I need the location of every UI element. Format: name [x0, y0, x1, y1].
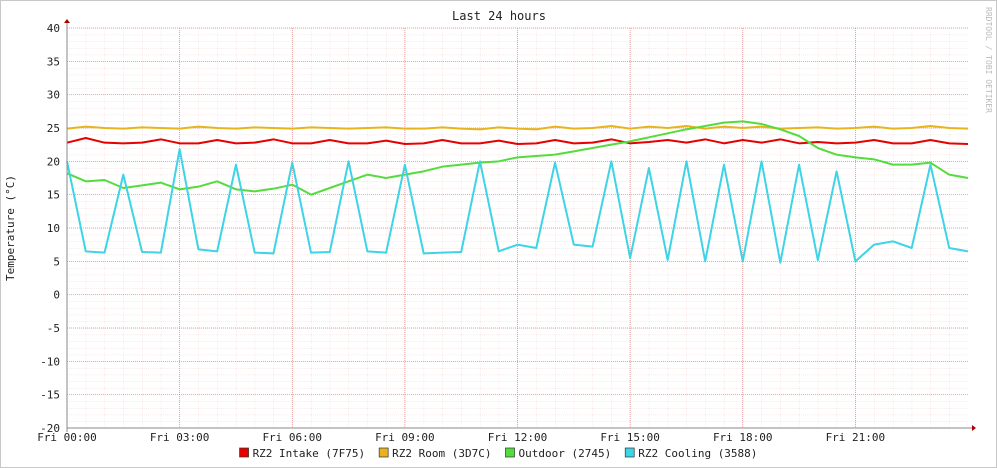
y-tick-label: 40: [47, 22, 60, 35]
y-tick-label: -10: [40, 355, 60, 368]
legend-swatch: [239, 447, 249, 458]
x-tick-label: Fri 00:00: [37, 431, 97, 444]
y-tick-label: 25: [47, 122, 60, 135]
x-tick-label: Fri 21:00: [826, 431, 886, 444]
y-tick-label: 0: [53, 289, 60, 302]
y-tick-label: 15: [47, 189, 60, 202]
y-tick-label: -15: [40, 389, 60, 402]
x-tick-label: Fri 03:00: [150, 431, 210, 444]
series-line: [66, 148, 969, 264]
y-axis-arrow: [64, 19, 70, 23]
watermark: RRDTOOL / TOBI OETIKER: [984, 7, 993, 113]
y-tick-label: 10: [47, 222, 60, 235]
x-tick-label: Fri 15:00: [600, 431, 660, 444]
series-line: [66, 137, 969, 145]
legend-label: RZ2 Cooling (3588): [638, 447, 757, 460]
y-tick-label: -20: [40, 422, 60, 435]
legend-swatch: [505, 447, 515, 458]
series-line: [66, 125, 969, 131]
x-tick-label: Fri 18:00: [713, 431, 773, 444]
x-tick-label: Fri 12:00: [488, 431, 548, 444]
grid: [66, 27, 968, 429]
legend: RZ2 Intake (7F75) RZ2 Room (3D7C) Outdoor …: [239, 447, 757, 460]
legend-label: RZ2 Room (3D7C): [392, 447, 491, 460]
x-tick-label: Fri 06:00: [262, 431, 322, 444]
y-tick-label: 20: [47, 155, 60, 168]
x-axis-arrow: [972, 425, 976, 431]
y-tick-label: -5: [47, 322, 60, 335]
legend-swatch: [624, 447, 635, 458]
y-tick-label: 5: [53, 255, 60, 268]
series-line: [66, 120, 969, 196]
y-tick-label: 30: [47, 89, 60, 102]
plot: [66, 120, 969, 264]
legend-swatch: [378, 447, 389, 458]
chart-title: Last 24 hours: [452, 9, 546, 23]
legend-label: Outdoor (2745): [519, 447, 612, 460]
legend-label: RZ2 Intake (7F75): [253, 447, 366, 460]
y-tick-label: 35: [47, 55, 60, 68]
y-axis-label: Temperature (°C): [4, 175, 17, 281]
x-tick-label: Fri 09:00: [375, 431, 435, 444]
